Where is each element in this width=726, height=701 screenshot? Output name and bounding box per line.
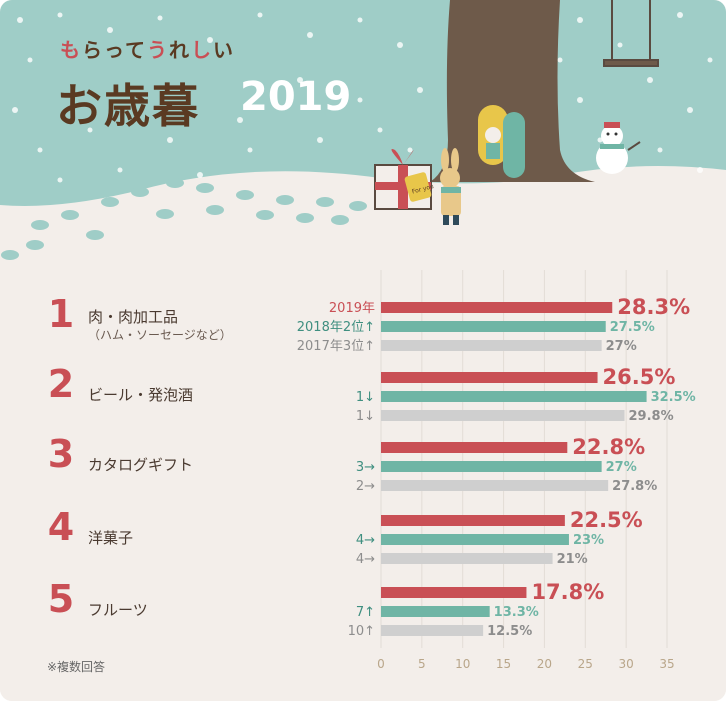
bar-2018 bbox=[381, 461, 602, 472]
rank-number: 1 bbox=[47, 292, 75, 336]
previous-rank-label: 3→ bbox=[356, 460, 375, 475]
tagline-char: れ bbox=[169, 38, 191, 62]
tree-door bbox=[478, 105, 525, 178]
category-name: カタログギフト bbox=[88, 456, 194, 474]
category-subtitle: （ハム・ソーセージなど） bbox=[88, 328, 232, 342]
footprints bbox=[1, 178, 367, 260]
rank-number: 2 bbox=[47, 362, 75, 406]
rank-number: 4 bbox=[47, 505, 75, 549]
tagline-char: も bbox=[60, 38, 82, 62]
tree-trunk bbox=[430, 0, 595, 182]
value-label: 27.8% bbox=[612, 479, 657, 494]
bar-2019 bbox=[381, 372, 598, 383]
title-year: 2019 bbox=[240, 74, 352, 120]
x-tick-label: 20 bbox=[537, 657, 552, 671]
bar-2018 bbox=[381, 321, 606, 332]
x-tick-label: 25 bbox=[578, 657, 593, 671]
tagline-char: し bbox=[191, 38, 213, 62]
value-label: 27.5% bbox=[610, 320, 655, 335]
previous-rank-label: 2→ bbox=[356, 479, 375, 494]
previous-rank-label: 2017年3位↑ bbox=[297, 339, 375, 354]
bar-2017 bbox=[381, 410, 625, 421]
tagline-char: う bbox=[147, 38, 169, 62]
value-label: 22.8% bbox=[572, 435, 645, 459]
rank-number: 5 bbox=[47, 577, 75, 621]
x-tick-label: 35 bbox=[659, 657, 674, 671]
value-label: 21% bbox=[557, 552, 588, 567]
bar-2017 bbox=[381, 340, 602, 351]
category-name: 肉・肉加工品 bbox=[88, 308, 179, 326]
value-label: 26.5% bbox=[603, 365, 676, 389]
category-name: 洋菓子 bbox=[88, 529, 134, 547]
bar-2019 bbox=[381, 442, 568, 453]
category-name: ビール・発泡酒 bbox=[88, 386, 194, 404]
snowflakes bbox=[12, 12, 713, 183]
value-label: 17.8% bbox=[531, 580, 604, 604]
bar-2019 bbox=[381, 302, 613, 313]
value-label: 32.5% bbox=[651, 390, 696, 405]
bar-2018 bbox=[381, 391, 647, 402]
tagline-char: て bbox=[125, 38, 147, 62]
previous-rank-label: 4→ bbox=[356, 533, 375, 548]
value-label: 13.3% bbox=[494, 605, 539, 620]
bar-2017 bbox=[381, 480, 609, 491]
bar-2019 bbox=[381, 515, 565, 526]
value-label: 27% bbox=[606, 339, 637, 354]
previous-rank-label: 4→ bbox=[356, 552, 375, 567]
page-title: お歳暮 bbox=[56, 79, 200, 133]
x-tick-label: 15 bbox=[496, 657, 511, 671]
rabbit bbox=[440, 148, 461, 225]
previous-rank-label: 1↓ bbox=[356, 409, 375, 424]
x-tick-label: 30 bbox=[619, 657, 634, 671]
tagline-char: い bbox=[213, 38, 235, 62]
previous-rank-label: 2018年2位↑ bbox=[297, 320, 375, 335]
value-label: 22.5% bbox=[570, 508, 643, 532]
tagline-char: っ bbox=[104, 38, 125, 62]
value-label: 12.5% bbox=[487, 624, 532, 639]
value-label: 27% bbox=[606, 460, 637, 475]
swing bbox=[603, 0, 659, 67]
value-label: 23% bbox=[573, 533, 604, 548]
bar-2019 bbox=[381, 587, 527, 598]
gift-box: For you bbox=[374, 149, 435, 210]
x-tick-label: 5 bbox=[418, 657, 426, 671]
tagline: もらってうれしい bbox=[60, 34, 235, 63]
snowman bbox=[596, 122, 641, 174]
series-label: 2019年 bbox=[329, 301, 375, 316]
previous-rank-label: 10↑ bbox=[348, 624, 375, 639]
tagline-char: ら bbox=[82, 38, 104, 62]
footnote: ※複数回答 bbox=[47, 660, 106, 674]
bar-2018 bbox=[381, 534, 569, 545]
rank-number: 3 bbox=[47, 432, 75, 476]
previous-rank-label: 1↓ bbox=[356, 390, 375, 405]
bar-2018 bbox=[381, 606, 490, 617]
value-label: 28.3% bbox=[617, 295, 690, 319]
x-tick-label: 10 bbox=[455, 657, 470, 671]
value-label: 29.8% bbox=[629, 409, 674, 424]
bar-2017 bbox=[381, 625, 484, 636]
previous-rank-label: 7↑ bbox=[356, 605, 375, 620]
category-name: フルーツ bbox=[88, 601, 148, 619]
x-tick-label: 0 bbox=[377, 657, 385, 671]
bar-2017 bbox=[381, 553, 553, 564]
